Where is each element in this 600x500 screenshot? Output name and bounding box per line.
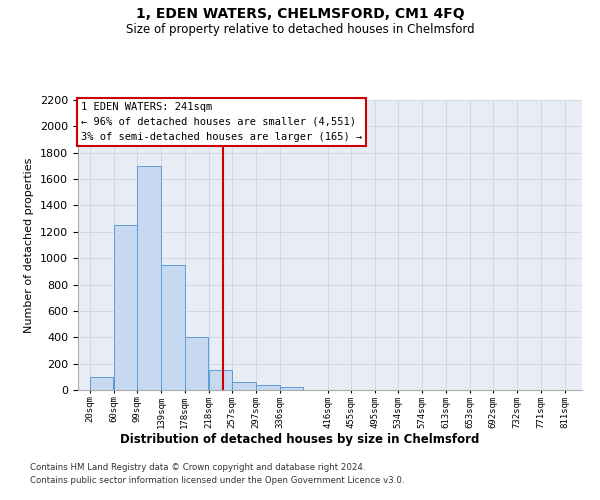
Bar: [232, 382, 256, 390]
Bar: [256, 386, 280, 390]
Text: Contains HM Land Registry data © Crown copyright and database right 2024.: Contains HM Land Registry data © Crown c…: [30, 464, 365, 472]
Bar: [209, 370, 232, 390]
Text: Distribution of detached houses by size in Chelmsford: Distribution of detached houses by size …: [121, 432, 479, 446]
Bar: [90, 377, 113, 390]
Bar: [114, 225, 137, 390]
Text: 1 EDEN WATERS: 241sqm
← 96% of detached houses are smaller (4,551)
3% of semi-de: 1 EDEN WATERS: 241sqm ← 96% of detached …: [81, 102, 362, 142]
Bar: [161, 265, 185, 390]
Bar: [280, 388, 303, 390]
Y-axis label: Number of detached properties: Number of detached properties: [25, 158, 34, 332]
Text: Contains public sector information licensed under the Open Government Licence v3: Contains public sector information licen…: [30, 476, 404, 485]
Bar: [185, 338, 208, 390]
Text: Size of property relative to detached houses in Chelmsford: Size of property relative to detached ho…: [125, 22, 475, 36]
Text: 1, EDEN WATERS, CHELMSFORD, CM1 4FQ: 1, EDEN WATERS, CHELMSFORD, CM1 4FQ: [136, 8, 464, 22]
Bar: [137, 166, 161, 390]
